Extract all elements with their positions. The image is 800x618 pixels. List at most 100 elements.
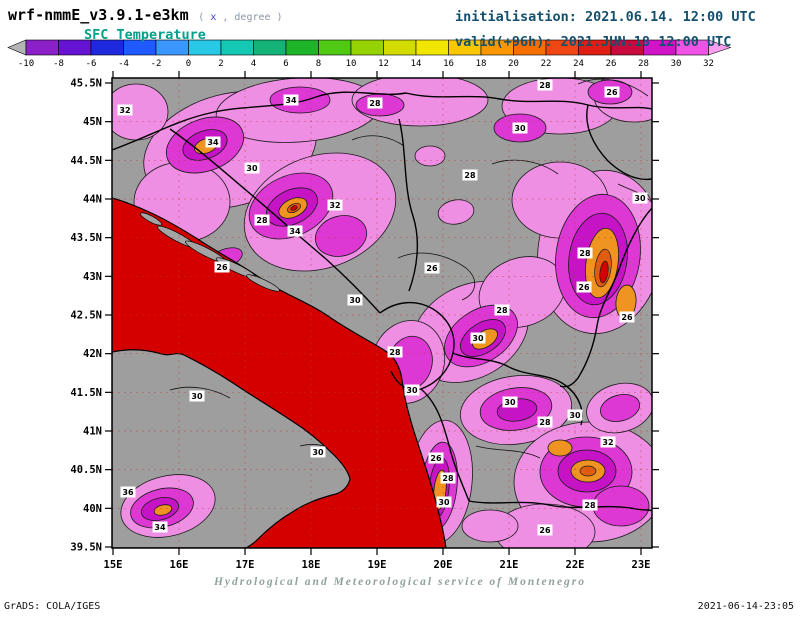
colorbar-tick-label: 26 xyxy=(606,59,617,69)
lat-label: 39.5N xyxy=(70,542,102,554)
contour-label-box xyxy=(537,524,553,536)
lat-label: 43N xyxy=(83,271,102,283)
temp-region-hot-core xyxy=(290,205,298,211)
colorbar-tick-label: 10 xyxy=(346,59,357,69)
colorbar-tick-label: 30 xyxy=(671,59,682,69)
contour-label-box xyxy=(502,396,518,408)
croatian-islands xyxy=(246,274,280,292)
contour-label-box xyxy=(310,446,326,458)
contour-label-box xyxy=(494,304,510,316)
colorbar-segment xyxy=(285,39,319,56)
lon-label: 15E xyxy=(104,559,123,571)
contour-label-box xyxy=(436,496,452,508)
valid-time-line: valid(+96h): 2021.JUN.18 12:00 UTC xyxy=(455,34,732,50)
italy-temp-blobs xyxy=(169,386,231,399)
contour-labels: 32 34 30 28 34 26 32 34 28 28 30 26 28 30 28 26 26 26 28 30… xyxy=(117,79,648,536)
colorbar-arrow-right xyxy=(708,39,732,56)
units-note: ( x , degree ) xyxy=(198,12,282,23)
colorbar-segment xyxy=(350,39,384,56)
croatian-islands xyxy=(139,212,163,226)
contour-label-box xyxy=(205,136,221,148)
contour-label: 30 xyxy=(191,392,203,401)
lat-label: 44N xyxy=(83,194,102,206)
lat-label: 45.5N xyxy=(70,78,102,90)
contour-label: 30 xyxy=(504,398,516,407)
colorbar-tick-label: -2 xyxy=(151,59,162,69)
temp-region-pink xyxy=(461,509,519,543)
contour-label: 26 xyxy=(606,88,618,97)
contour-label: 32 xyxy=(602,438,613,447)
contour-label-box xyxy=(576,281,592,293)
lat-label: 44.5N xyxy=(70,155,102,167)
colorbar-tick-label: 2 xyxy=(218,59,223,69)
temp-region-pink xyxy=(414,145,446,167)
colorbar-tick-label: 24 xyxy=(573,59,584,69)
country-borders xyxy=(452,352,583,426)
contour-label: 28 xyxy=(584,501,596,510)
contour-label-box xyxy=(424,262,440,274)
lon-label: 21E xyxy=(500,559,519,571)
country-borders xyxy=(169,128,381,314)
contour-label: 28 xyxy=(389,348,401,357)
temp-region-hot-core xyxy=(579,465,597,477)
contour-label: 30 xyxy=(349,296,361,305)
country-borders xyxy=(405,92,652,110)
lon-label: 19E xyxy=(368,559,387,571)
contour-label: 26 xyxy=(430,454,442,463)
lat-label: 42.5N xyxy=(70,310,102,322)
contour-label-box xyxy=(440,472,456,484)
contour-label-box xyxy=(604,86,620,98)
contour-label: 28 xyxy=(496,306,508,315)
contour-label-box xyxy=(152,521,168,533)
contour-label-box xyxy=(367,97,383,109)
colorbar-segment xyxy=(25,39,59,56)
colorbar-tick-label: 14 xyxy=(411,59,422,69)
contour-label: 30 xyxy=(514,124,526,133)
lat-label: 42N xyxy=(83,348,102,360)
map-gridlines xyxy=(112,78,652,548)
contour-label-box xyxy=(327,199,343,211)
contour-label-box xyxy=(347,294,363,306)
colorbar-tick-label: 20 xyxy=(508,59,519,69)
lat-label: 41.5N xyxy=(70,387,102,399)
contour-label-box xyxy=(214,261,230,273)
lat-label: 40N xyxy=(83,503,102,515)
colorbar-segment xyxy=(220,39,254,56)
contour-label-box xyxy=(117,104,133,116)
run-info: initialisation: 2021.06.14. 12:00 UTC va… xyxy=(455,5,756,55)
contour-label-box xyxy=(189,390,205,402)
lat-label: 40.5N xyxy=(70,464,102,476)
contour-label: 28 xyxy=(539,81,551,90)
grads-credit: GrADS: COLA/IGES xyxy=(4,601,101,612)
contour-lines xyxy=(577,78,649,97)
contour-label-box xyxy=(537,79,553,91)
temp-region-pink xyxy=(437,199,475,225)
contour-label-box xyxy=(462,169,478,181)
contour-label: 32 xyxy=(119,106,130,115)
temp-region-hot-core xyxy=(599,260,609,284)
field-title: SFC Temperature xyxy=(84,27,206,43)
map-figure xyxy=(112,78,652,548)
init-time-line: initialisation: 2021.06.14. 12:00 UTC xyxy=(455,9,756,25)
contour-lines xyxy=(351,135,405,147)
lat-label: 43.5N xyxy=(70,232,102,244)
colorbar-tick-label: 16 xyxy=(443,59,454,69)
contour-label: 30 xyxy=(569,411,581,420)
contour-label: 26 xyxy=(426,264,438,273)
contour-label-box xyxy=(404,384,420,396)
lon-label: 20E xyxy=(434,559,453,571)
contour-label: 34 xyxy=(207,138,219,147)
contour-label: 32 xyxy=(329,201,340,210)
colorbar-tick-label: 4 xyxy=(251,59,256,69)
contour-label-box xyxy=(567,409,583,421)
colorbar-tick-label: 22 xyxy=(541,59,552,69)
map-axes: 45.5N 45N 44.5N 44N 43.5N 43N 42.5N 42N 41.5N 41N… xyxy=(70,71,659,571)
country-borders xyxy=(586,104,652,181)
temp-region-magenta xyxy=(314,215,368,257)
timestamp: 2021-06-14-23:05 xyxy=(697,601,794,612)
contour-label: 30 xyxy=(312,448,324,457)
lon-label: 16E xyxy=(170,559,189,571)
colorbar-arrow-left xyxy=(7,39,27,56)
